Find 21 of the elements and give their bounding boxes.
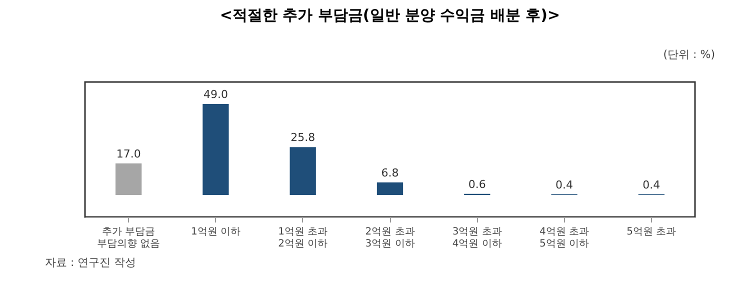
chart-subtitle: (단위 : %) xyxy=(663,48,715,61)
bar xyxy=(376,182,404,195)
bar xyxy=(290,147,316,195)
data-label: 0.6 xyxy=(468,178,486,191)
x-tick-label: 1억원 이하 xyxy=(190,226,240,238)
x-tick-label: 3억원 초과 4억원 이하 xyxy=(452,226,502,250)
x-tick-label: 2억원 초과 3억원 이하 xyxy=(365,226,415,250)
x-tick-label: 5억원 초과 xyxy=(626,226,676,238)
data-label: 25.8 xyxy=(290,131,316,144)
x-tick-label: 4억원 초과 5억원 이하 xyxy=(540,226,590,250)
x-tick-label: 1억원 초과 2억원 이하 xyxy=(278,226,328,250)
x-tick-label: 추가 부담금 부담의향 없음 xyxy=(96,226,160,250)
bar xyxy=(116,163,142,195)
data-label: 0.4 xyxy=(556,178,574,192)
data-label: 6.8 xyxy=(381,166,399,180)
data-label: 17.0 xyxy=(116,147,141,160)
text: 자료 : 연구진 작성 xyxy=(45,256,136,269)
bar xyxy=(202,104,229,195)
data-label: 0.4 xyxy=(642,178,660,192)
chart-title: <적절한 추가 부담금(일반 분양 수익금 배분 후)> xyxy=(220,6,560,24)
data-label: 49.0 xyxy=(203,88,228,101)
